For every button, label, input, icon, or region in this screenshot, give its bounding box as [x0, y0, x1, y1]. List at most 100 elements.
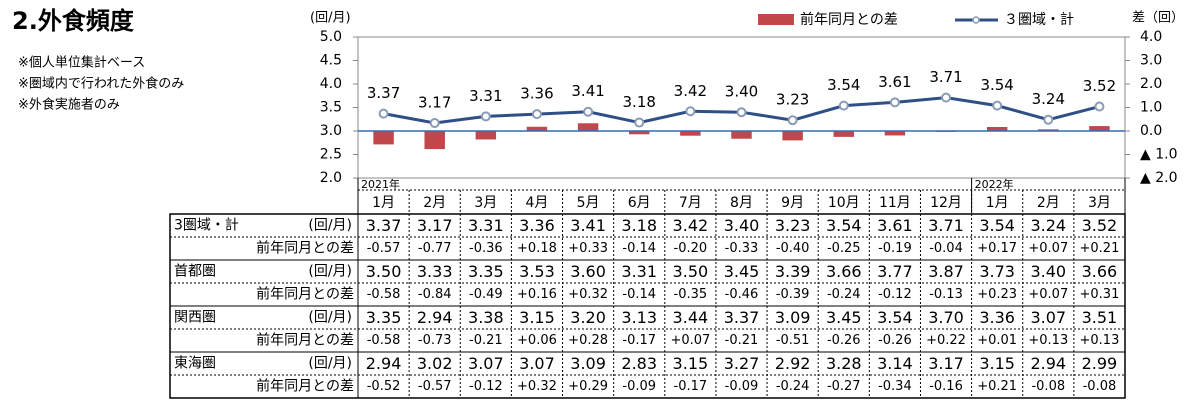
table-diff: -0.35 [674, 287, 708, 302]
diff-label: 前年同月との差 [256, 332, 354, 349]
table-value: 3.20 [570, 308, 606, 327]
table-value: 3.37 [366, 216, 402, 235]
table-diff: +0.07 [1028, 241, 1068, 256]
table-value: 3.35 [366, 308, 402, 327]
data-label: 3.17 [418, 94, 451, 112]
table-diff: -0.08 [1083, 379, 1117, 394]
table-value: 3.40 [724, 216, 760, 235]
note: ※圏域内で行われた外食のみ [18, 76, 184, 92]
legend-swatch [758, 14, 794, 25]
table-diff: -0.04 [929, 241, 963, 256]
table-value: 3.87 [928, 262, 964, 281]
table-value: 3.36 [979, 308, 1015, 327]
line-marker [429, 118, 440, 129]
line-marker [787, 115, 798, 126]
table-diff: +0.16 [517, 287, 557, 302]
line-marker [992, 100, 1003, 111]
table-diff: -0.12 [469, 379, 503, 394]
table-diff: +0.21 [1080, 241, 1120, 256]
table-diff: -0.26 [878, 333, 912, 348]
table-value: 3.45 [724, 262, 760, 281]
table-diff: -0.27 [827, 379, 861, 394]
row-unit: (回/月) [308, 218, 352, 234]
table-diff: +0.29 [568, 379, 608, 394]
table-diff: -0.08 [1031, 379, 1065, 394]
diff-label: 前年同月との差 [256, 286, 354, 303]
year-label: 2022年 [975, 177, 1014, 191]
table-value: 2.99 [1082, 354, 1118, 373]
table-value: 3.54 [826, 216, 862, 235]
y2-tick-label: 4.0 [1140, 29, 1162, 45]
table-diff: +0.32 [568, 287, 608, 302]
table-diff: -0.25 [827, 241, 861, 256]
table-diff: +0.18 [517, 241, 557, 256]
row-unit: (回/月) [308, 310, 352, 326]
legend-label: 前年同月との差 [800, 11, 898, 28]
table-value: 3.71 [928, 216, 964, 235]
table-diff: -0.34 [878, 379, 912, 394]
line-marker [480, 111, 491, 122]
table-value: 3.14 [877, 354, 913, 373]
table-value: 3.66 [1082, 262, 1118, 281]
table-diff: -0.24 [827, 287, 861, 302]
data-label: 3.24 [1032, 90, 1065, 108]
table-value: 3.35 [468, 262, 504, 281]
bar [526, 126, 548, 131]
table-value: 3.31 [468, 216, 504, 235]
x-tick-label: 7月 [679, 195, 702, 211]
y-tick-label: 2.5 [320, 147, 342, 163]
y2-tick-label: 0.0 [1140, 123, 1162, 139]
line-marker [583, 106, 594, 117]
line-marker [531, 109, 542, 120]
table-diff: -0.16 [929, 379, 963, 394]
table-value: 3.52 [1082, 216, 1118, 235]
line-marker [941, 92, 952, 103]
table-value: 3.24 [1030, 216, 1066, 235]
table-value: 3.45 [826, 308, 862, 327]
y-tick-label: 4.0 [320, 76, 342, 92]
table-diff: -0.77 [418, 241, 452, 256]
table-value: 3.66 [826, 262, 862, 281]
line-marker [1094, 101, 1105, 112]
data-label: 3.40 [725, 83, 758, 101]
table-diff: -0.52 [367, 379, 401, 394]
table-value: 3.44 [673, 308, 709, 327]
page-title: 2.外食頻度 [12, 7, 135, 35]
table-diff: +0.01 [977, 333, 1017, 348]
bar [1089, 126, 1110, 131]
table-value: 3.15 [673, 354, 709, 373]
table-value: 2.94 [366, 354, 402, 373]
table-value: 3.27 [724, 354, 760, 373]
table-diff: +0.21 [977, 379, 1017, 394]
data-label: 3.37 [367, 84, 400, 102]
table-diff: -0.21 [469, 333, 503, 348]
table-value: 3.15 [519, 308, 555, 327]
table-value: 3.40 [1030, 262, 1066, 281]
x-tick-label: 8月 [730, 195, 753, 211]
table-diff: +0.07 [670, 333, 710, 348]
line-marker [736, 107, 747, 118]
table-value: 3.31 [621, 262, 657, 281]
table-diff: -0.40 [776, 241, 810, 256]
y-tick-label: 3.5 [320, 100, 342, 116]
table-value: 3.60 [570, 262, 606, 281]
y-tick-label: 5.0 [320, 29, 342, 45]
table-diff: +0.13 [1080, 333, 1120, 348]
y2-tick-label: ▲ 2.0 [1140, 170, 1177, 186]
table-diff: -0.36 [469, 241, 503, 256]
line-marker [1043, 114, 1054, 125]
table-diff: -0.21 [725, 333, 759, 348]
note: ※外食実施者のみ [18, 97, 120, 113]
x-tick-label: 9月 [781, 195, 804, 211]
x-tick-label: 3月 [1088, 195, 1111, 211]
bar [833, 131, 854, 137]
diff-label: 前年同月との差 [256, 240, 354, 257]
table-diff: -0.09 [622, 379, 656, 394]
table-diff: -0.20 [674, 241, 708, 256]
table-diff: -0.14 [622, 287, 656, 302]
x-tick-label: 3月 [474, 195, 497, 211]
x-tick-label: 10月 [828, 195, 860, 211]
bar [986, 127, 1008, 131]
data-label: 3.54 [980, 76, 1013, 94]
